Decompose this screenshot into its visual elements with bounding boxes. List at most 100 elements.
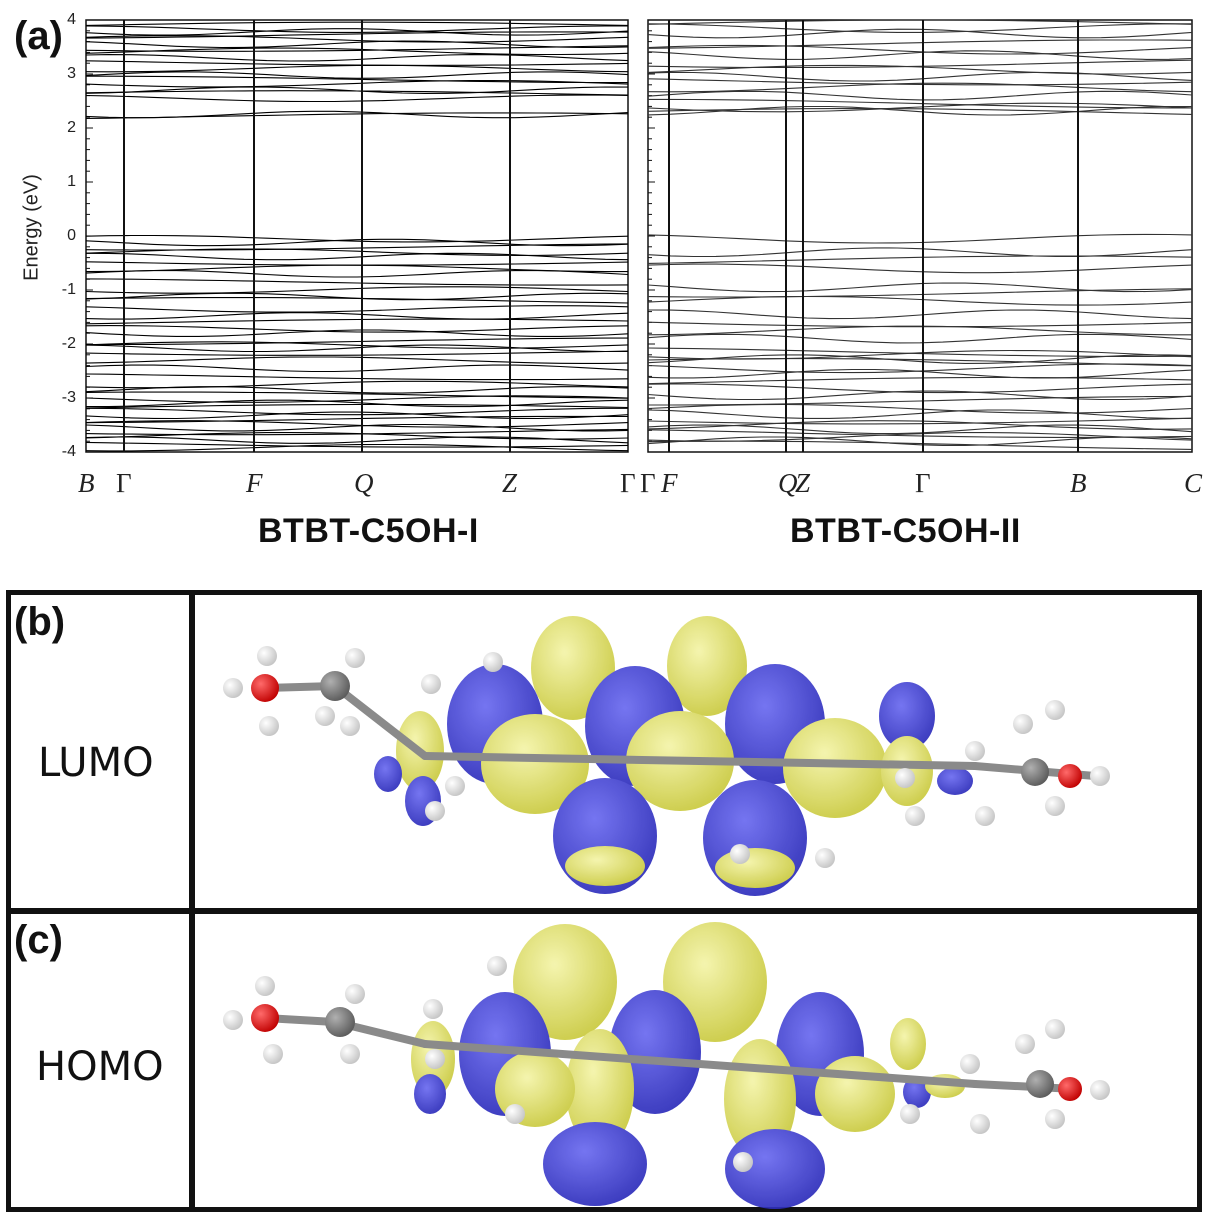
band-line bbox=[647, 368, 1193, 379]
k-point-label: Γ bbox=[116, 468, 132, 498]
band-line bbox=[647, 28, 1193, 39]
homo-label: HOMO bbox=[36, 1044, 164, 1090]
k-point-label: F bbox=[661, 468, 678, 498]
band-line bbox=[85, 79, 629, 88]
band-line bbox=[85, 373, 629, 381]
band-line bbox=[85, 28, 629, 36]
band-line bbox=[85, 71, 629, 79]
band-line bbox=[85, 47, 629, 56]
band-line bbox=[647, 263, 1193, 274]
band-line bbox=[85, 234, 629, 243]
band-line bbox=[647, 59, 1193, 69]
band-line bbox=[86, 75, 628, 84]
band-line bbox=[85, 432, 629, 440]
band-line bbox=[85, 344, 628, 353]
band-line bbox=[85, 423, 629, 432]
k-point-label: B bbox=[78, 468, 95, 498]
band-line bbox=[647, 71, 1193, 82]
band-line bbox=[85, 45, 629, 52]
band-line bbox=[85, 25, 628, 33]
table-horizontal-divider bbox=[6, 908, 1202, 914]
band-line bbox=[85, 90, 629, 96]
band-line bbox=[85, 312, 629, 320]
y-tick-label: -2 bbox=[61, 335, 76, 352]
band-line bbox=[85, 329, 629, 337]
band-line bbox=[85, 297, 629, 304]
lumo-atoms bbox=[223, 646, 1110, 868]
band-line bbox=[85, 94, 629, 103]
k-point-label: Γ bbox=[915, 468, 931, 498]
y-tick-label: 4 bbox=[67, 11, 76, 28]
panel-label-a: (a) bbox=[14, 14, 63, 58]
band-line bbox=[647, 440, 1193, 450]
k-point-label: Γ bbox=[620, 468, 636, 498]
k-point-label: C bbox=[1184, 468, 1203, 498]
band-structure-chart-1 bbox=[85, 19, 629, 453]
y-tick-label: 1 bbox=[67, 173, 76, 190]
band-line bbox=[85, 436, 629, 444]
band-line bbox=[647, 90, 1193, 101]
band-line bbox=[647, 295, 1193, 306]
k-point-label: Z bbox=[795, 468, 811, 498]
band-line bbox=[647, 309, 1193, 320]
panel-label-b: (b) bbox=[14, 600, 66, 644]
table-vertical-divider bbox=[189, 590, 195, 1212]
homo-orbital-image bbox=[223, 922, 1110, 1209]
band-line bbox=[85, 420, 629, 428]
k-point-label: Z bbox=[502, 468, 518, 498]
panel-label-c: (c) bbox=[14, 918, 63, 962]
band-line bbox=[647, 44, 1193, 55]
homo-atoms bbox=[223, 956, 1110, 1172]
band-line bbox=[85, 403, 629, 409]
band-line bbox=[647, 403, 1193, 414]
band-line bbox=[647, 347, 1193, 357]
band-line bbox=[86, 399, 629, 408]
band-line bbox=[647, 358, 1193, 367]
band-line bbox=[85, 318, 629, 325]
band-line bbox=[647, 39, 1193, 49]
band-line bbox=[647, 247, 1193, 258]
band-line bbox=[85, 356, 629, 364]
band-line bbox=[647, 102, 1193, 113]
band-line bbox=[85, 286, 629, 294]
band-line bbox=[647, 390, 1193, 401]
band-line bbox=[647, 333, 1193, 344]
band-line bbox=[85, 350, 629, 356]
k-point-label: F bbox=[246, 468, 263, 498]
band-line bbox=[85, 248, 629, 256]
band-line bbox=[648, 395, 1193, 406]
y-tick-label: 0 bbox=[67, 227, 76, 244]
chart-title-1: BTBT-C5OH-I bbox=[258, 512, 479, 550]
band-line bbox=[85, 395, 629, 403]
band-line bbox=[647, 255, 1193, 264]
band-line bbox=[647, 19, 1193, 25]
band-line bbox=[85, 407, 628, 416]
band-line bbox=[86, 337, 628, 346]
band-line bbox=[647, 354, 1193, 364]
k-point-label: Q bbox=[778, 468, 798, 498]
band-line bbox=[85, 443, 629, 452]
band-line bbox=[647, 78, 1193, 86]
band-line bbox=[647, 376, 1193, 385]
band-line bbox=[85, 411, 629, 420]
band-line bbox=[647, 383, 1193, 394]
y-tick-label: -1 bbox=[61, 281, 76, 298]
band-line bbox=[647, 409, 1192, 419]
band-line bbox=[85, 270, 629, 278]
band-line bbox=[647, 417, 1193, 425]
band-line bbox=[85, 415, 629, 424]
band-line bbox=[85, 112, 629, 120]
band-line bbox=[647, 82, 1193, 93]
band-line bbox=[85, 386, 629, 394]
band-line bbox=[85, 31, 629, 39]
lumo-label: LUMO bbox=[38, 740, 154, 786]
band-line bbox=[647, 23, 1192, 33]
band-line bbox=[85, 364, 629, 373]
y-tick-label: 2 bbox=[67, 119, 76, 136]
y-tick-label: -4 bbox=[61, 443, 76, 460]
band-line bbox=[647, 436, 1193, 446]
band-line bbox=[85, 391, 629, 399]
chart-title-2: BTBT-C5OH-II bbox=[790, 512, 1021, 550]
band-line bbox=[648, 98, 1192, 109]
lumo-orbital-image bbox=[223, 616, 1110, 896]
